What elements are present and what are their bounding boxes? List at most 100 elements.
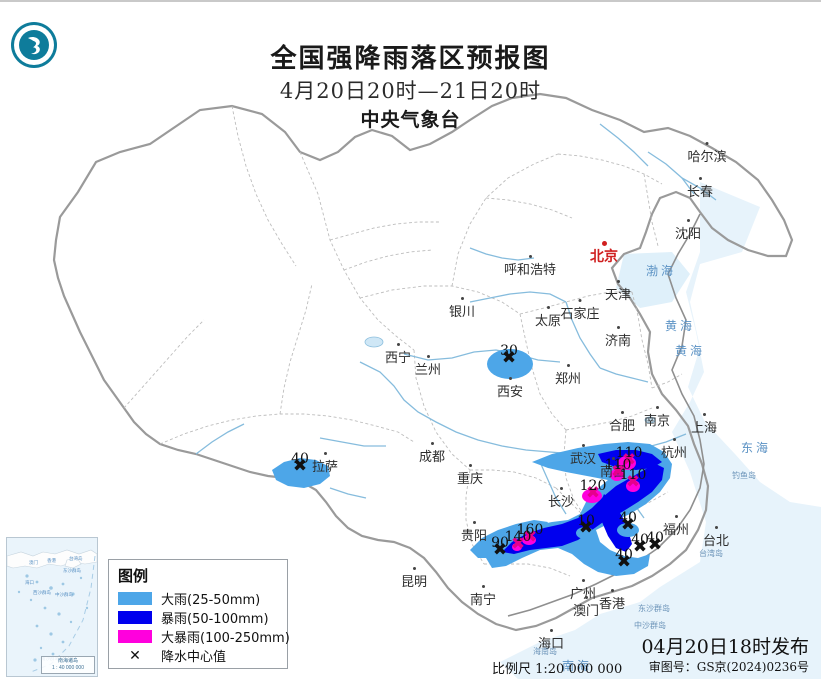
city-name: 重庆	[456, 472, 484, 487]
city-name: 石家庄	[560, 307, 600, 322]
svg-text:海口: 海口	[25, 579, 34, 586]
city-marker-dot	[610, 589, 614, 592]
city-name: 北京	[590, 249, 618, 265]
rivers	[195, 123, 717, 519]
city-marker-dot	[549, 629, 553, 632]
city-name: 西宁	[384, 351, 412, 366]
city-marker-dot	[581, 579, 585, 582]
city-marker-dot	[508, 377, 512, 380]
city-name: 济南	[604, 334, 632, 349]
legend-swatch	[118, 630, 152, 643]
city-marker-dot	[426, 355, 430, 358]
city-name: 南京	[643, 414, 671, 429]
city-marker-dot	[672, 438, 676, 441]
city-label-6: 济南	[605, 326, 631, 349]
city-name: 昆明	[400, 575, 428, 590]
city-marker-dot	[702, 413, 706, 416]
city-name: 哈尔滨	[687, 150, 727, 165]
city-marker-dot	[686, 219, 690, 222]
city-marker-dot	[705, 142, 709, 145]
island-label-0: 台湾岛	[699, 549, 723, 558]
city-label-16: 重庆	[457, 464, 483, 487]
city-label-17: 武汉	[570, 444, 596, 467]
city-marker-dot	[616, 280, 620, 283]
map-review-number: 审图号：GS京(2024)0236号	[648, 660, 809, 674]
city-label-4: 天津	[605, 280, 631, 303]
rain-area-tibet	[272, 458, 330, 488]
city-label-7: 呼和浩特	[504, 255, 556, 278]
city-label-25: 昆明	[401, 567, 427, 590]
city-marker-dot	[559, 487, 563, 490]
svg-text:台湾岛: 台湾岛	[69, 555, 83, 562]
city-marker-dot	[396, 343, 400, 346]
inset-scale-title: 南海诸岛	[57, 658, 78, 664]
city-label-12: 兰州	[415, 355, 441, 378]
city-label-3: 沈阳	[675, 219, 701, 242]
city-name: 武汉	[569, 452, 597, 467]
sea-label-2: 东海	[740, 441, 772, 455]
inset-scale-value: 1 : 40 000 000	[52, 665, 84, 671]
city-name: 呼和浩特	[503, 263, 557, 278]
rain-area-patches	[576, 523, 639, 539]
city-name: 长春	[686, 185, 714, 200]
city-label-27: 台北	[703, 526, 729, 549]
island-label-3: 中沙群岛	[634, 621, 666, 630]
city-name: 太原	[534, 314, 562, 329]
city-label-32: 海口	[538, 629, 564, 652]
dragon-glyph	[19, 30, 49, 60]
city-label-14: 拉萨	[312, 452, 338, 475]
city-marker-dot	[611, 457, 615, 460]
city-label-18: 合肥	[609, 411, 635, 434]
legend: 图例 大雨(25-50mm) 暴雨(50-100mm) 大暴雨(100-250mm)…	[108, 559, 290, 669]
city-marker-dot	[616, 326, 620, 329]
city-label-26: 福州	[663, 515, 689, 538]
sea-label-3: 南海	[561, 659, 593, 673]
legend-item-3: ✕ 降水中心值	[118, 646, 279, 665]
legend-swatch	[118, 611, 152, 624]
legend-label: 大暴雨(100-250mm)	[161, 631, 290, 646]
city-label-5: 石家庄	[560, 299, 600, 322]
province-borders	[123, 105, 683, 577]
city-name: 澳门	[572, 604, 600, 619]
city-name: 西安	[496, 385, 524, 400]
city-name: 海口	[537, 637, 565, 652]
city-name: 南宁	[469, 593, 497, 608]
city-label-21: 杭州	[661, 438, 687, 461]
svg-text:中沙群岛: 中沙群岛	[55, 591, 73, 598]
city-marker-dot	[655, 406, 659, 409]
rain-area-xian	[487, 349, 533, 379]
city-marker-dot	[481, 585, 485, 588]
legend-swatch	[118, 592, 152, 605]
city-name: 福州	[662, 523, 690, 538]
city-name: 拉萨	[311, 460, 339, 475]
sea-label-0: 渤海	[645, 264, 677, 278]
city-label-8: 银川	[449, 297, 475, 320]
legend-title: 图例	[118, 567, 149, 585]
city-label-31: 香港	[599, 589, 625, 612]
cma-dragon-logo	[11, 22, 57, 68]
city-label-9: 太原	[535, 306, 561, 329]
city-label-15: 成都	[419, 442, 445, 465]
city-label-28: 南宁	[470, 585, 496, 608]
city-marker-dot	[581, 444, 585, 447]
city-name: 天津	[604, 288, 632, 303]
city-name: 台北	[702, 534, 730, 549]
city-marker-dot	[620, 411, 624, 414]
city-name: 郑州	[554, 372, 582, 387]
island-label-1: 钓鱼岛	[732, 471, 756, 480]
city-name: 长沙	[547, 495, 575, 510]
national-border	[52, 92, 794, 632]
city-label-10: 郑州	[555, 364, 581, 387]
city-marker-dot	[578, 299, 582, 302]
city-label-20: 上海	[691, 413, 717, 436]
svg-text:西沙群岛: 西沙群岛	[33, 589, 51, 596]
island-label-4: 海南岛	[533, 647, 557, 656]
city-label-0: 北京	[590, 240, 618, 266]
city-name: 南昌	[599, 465, 627, 480]
city-name: 成都	[418, 450, 446, 465]
legend-label: 大雨(25-50mm)	[161, 593, 261, 608]
